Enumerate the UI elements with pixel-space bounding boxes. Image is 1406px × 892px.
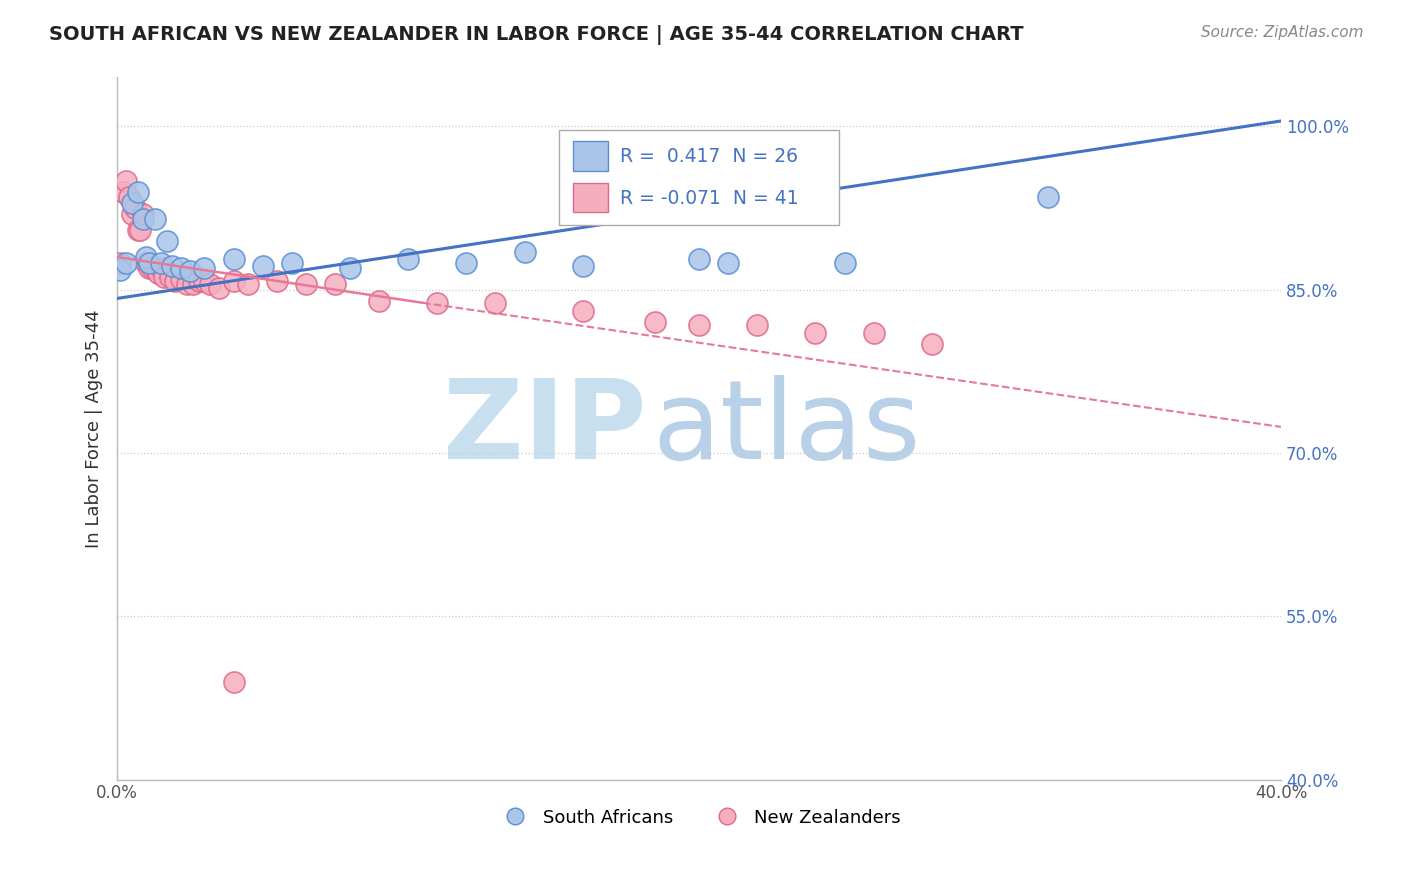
Point xyxy=(176,277,198,292)
Point xyxy=(108,263,131,277)
Point xyxy=(200,277,222,292)
Point xyxy=(135,255,157,269)
Point xyxy=(127,223,149,237)
Point xyxy=(132,206,155,220)
Point xyxy=(165,274,187,288)
Point xyxy=(688,252,710,267)
Point xyxy=(141,260,163,275)
Text: Source: ZipAtlas.com: Source: ZipAtlas.com xyxy=(1201,25,1364,40)
Point xyxy=(124,201,146,215)
Point xyxy=(834,255,856,269)
Point xyxy=(149,255,172,269)
Point xyxy=(127,185,149,199)
Point xyxy=(121,195,143,210)
Point xyxy=(193,274,215,288)
Point xyxy=(456,255,478,269)
Point xyxy=(135,250,157,264)
Point xyxy=(115,174,138,188)
Point xyxy=(208,280,231,294)
Point xyxy=(118,190,141,204)
Point xyxy=(266,274,288,288)
Point xyxy=(1038,190,1060,204)
Point xyxy=(921,337,943,351)
Point xyxy=(804,326,827,341)
Point xyxy=(513,244,536,259)
Point xyxy=(193,260,215,275)
Point xyxy=(179,264,201,278)
Point xyxy=(181,277,204,292)
Text: ZIP: ZIP xyxy=(443,375,647,482)
Point xyxy=(688,318,710,332)
Point xyxy=(108,255,131,269)
Legend: South Africans, New Zealanders: South Africans, New Zealanders xyxy=(491,801,908,834)
Text: atlas: atlas xyxy=(652,375,921,482)
Point xyxy=(396,252,419,267)
Point xyxy=(149,260,172,275)
Point xyxy=(159,269,181,284)
Point xyxy=(143,260,166,275)
Point xyxy=(571,259,593,273)
FancyBboxPatch shape xyxy=(560,130,839,225)
FancyBboxPatch shape xyxy=(574,141,609,171)
Point xyxy=(170,272,193,286)
Point xyxy=(325,277,347,292)
Text: R =  0.417  N = 26: R = 0.417 N = 26 xyxy=(620,147,799,166)
FancyBboxPatch shape xyxy=(574,183,609,212)
Point xyxy=(222,674,245,689)
Point xyxy=(222,252,245,267)
Point xyxy=(129,223,152,237)
Point xyxy=(717,255,740,269)
Point xyxy=(146,266,169,280)
Point xyxy=(236,277,259,292)
Point xyxy=(252,259,274,273)
Point xyxy=(143,211,166,226)
Text: SOUTH AFRICAN VS NEW ZEALANDER IN LABOR FORCE | AGE 35-44 CORRELATION CHART: SOUTH AFRICAN VS NEW ZEALANDER IN LABOR … xyxy=(49,25,1024,45)
Point xyxy=(115,255,138,269)
Point xyxy=(156,234,179,248)
Point xyxy=(281,255,304,269)
Point xyxy=(138,255,160,269)
Point xyxy=(368,293,391,308)
Point xyxy=(747,318,769,332)
Point xyxy=(121,206,143,220)
Point xyxy=(187,274,209,288)
Y-axis label: In Labor Force | Age 35-44: In Labor Force | Age 35-44 xyxy=(86,310,103,548)
Text: R = -0.071  N = 41: R = -0.071 N = 41 xyxy=(620,189,799,208)
Point xyxy=(571,304,593,318)
Point xyxy=(152,269,174,284)
Point xyxy=(132,211,155,226)
Point xyxy=(862,326,884,341)
Point xyxy=(295,277,318,292)
Point xyxy=(644,315,666,329)
Point xyxy=(170,260,193,275)
Point xyxy=(138,260,160,275)
Point xyxy=(484,295,506,310)
Point xyxy=(162,259,184,273)
Point xyxy=(339,260,361,275)
Point xyxy=(222,274,245,288)
Point xyxy=(111,185,134,199)
Point xyxy=(426,295,449,310)
